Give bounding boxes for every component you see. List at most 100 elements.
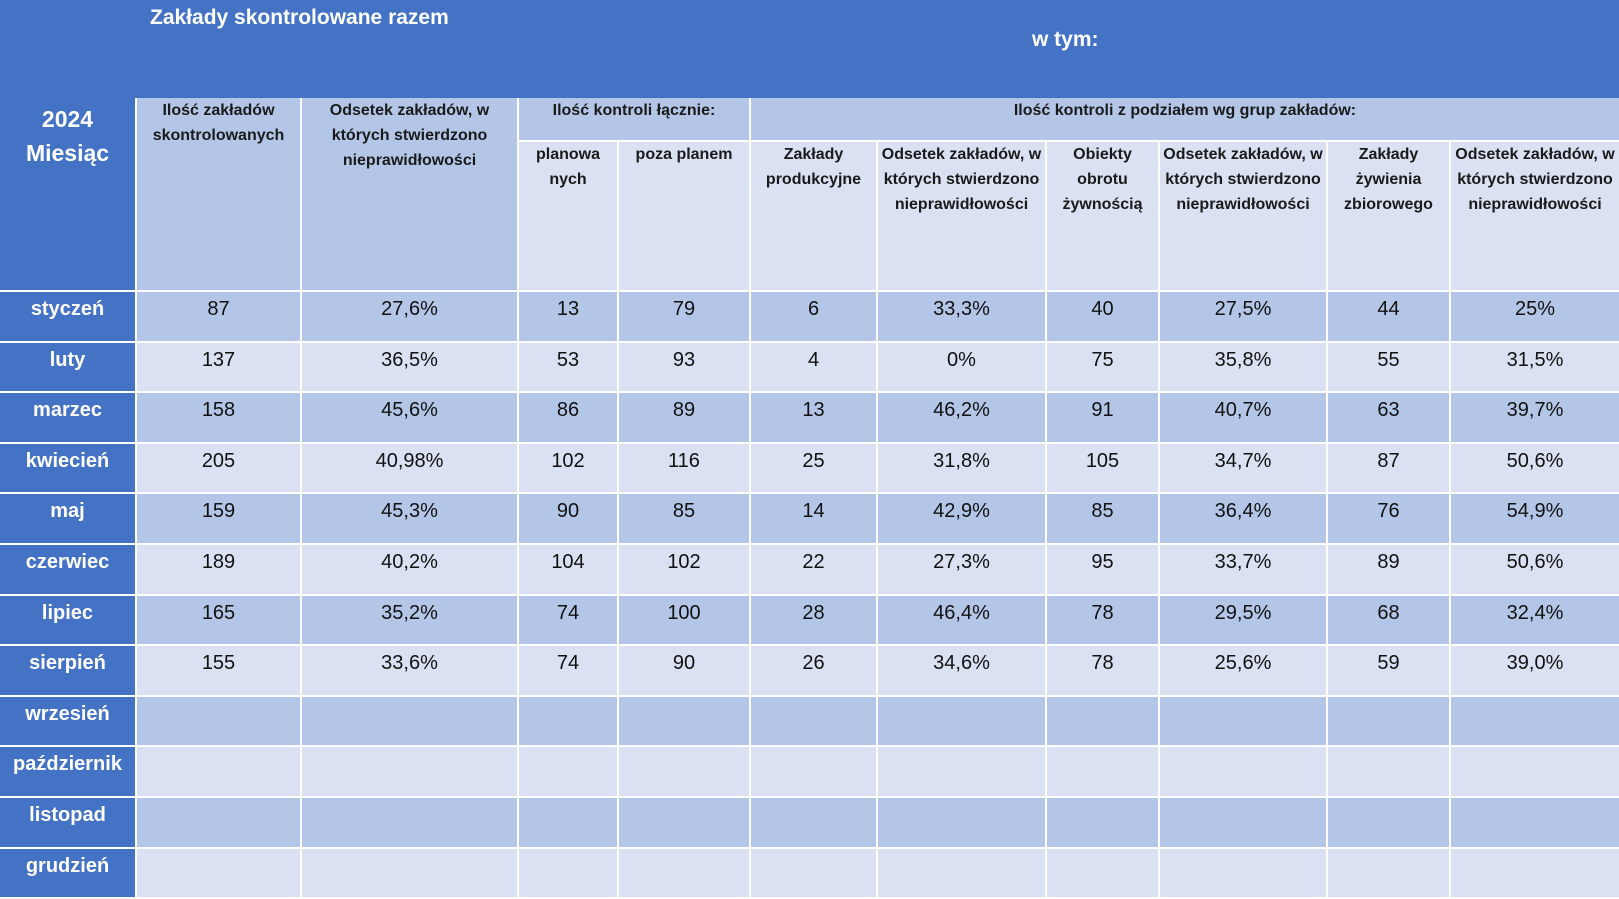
month-cell: sierpień — [0, 646, 137, 697]
table-cell — [1160, 848, 1328, 899]
table-cell: 105 — [1047, 443, 1160, 495]
table-cell: 36,4% — [1160, 494, 1328, 545]
table-cell: 74 — [519, 646, 619, 697]
table-cell — [1160, 747, 1328, 798]
month-cell: lipiec — [0, 595, 137, 647]
table-cell — [751, 747, 878, 798]
table-cell — [1328, 696, 1451, 748]
table-cell: 35,8% — [1160, 342, 1328, 394]
table-cell: 39,0% — [1451, 646, 1619, 697]
table-cell — [137, 797, 302, 849]
table-cell: 89 — [1328, 544, 1451, 596]
table-cell: 27,3% — [878, 544, 1047, 596]
table-cell: 27,6% — [302, 292, 519, 343]
table-cell: 25,6% — [1160, 646, 1328, 697]
month-cell: styczeń — [0, 292, 137, 343]
table-cell: 91 — [1047, 393, 1160, 444]
table-cell: 90 — [519, 494, 619, 545]
month-cell: grudzień — [0, 848, 137, 899]
table-cell: 29,5% — [1160, 595, 1328, 647]
header-count-total: Ilość zakładów skontrolowanych — [137, 98, 302, 292]
month-cell: maj — [0, 494, 137, 545]
table-cell: 205 — [137, 443, 302, 495]
month-cell: wrzesień — [0, 696, 137, 748]
table-subtitle: w tym: — [1032, 28, 1099, 51]
header-pct-total: Odsetek zakładów, w których stwierdzono … — [302, 98, 519, 292]
table-cell: 85 — [1047, 494, 1160, 545]
table-cell — [1451, 747, 1619, 798]
month-cell: kwiecień — [0, 443, 137, 495]
table-cell — [619, 696, 751, 748]
table-cell: 33,3% — [878, 292, 1047, 343]
table-cell: 39,7% — [1451, 393, 1619, 444]
corner-header: 2024 Miesiąc — [0, 98, 137, 292]
table-cell — [519, 848, 619, 899]
table-cell: 63 — [1328, 393, 1451, 444]
header-by-group: Ilość kontroli z podziałem wg grup zakła… — [751, 98, 1619, 142]
header-production: Zakłady produkcyjne — [751, 142, 878, 292]
table-cell: 55 — [1328, 342, 1451, 394]
table-cell: 45,3% — [302, 494, 519, 545]
table-cell — [1047, 848, 1160, 899]
table-cell: 78 — [1047, 646, 1160, 697]
table-cell: 50,6% — [1451, 544, 1619, 596]
table-cell — [137, 848, 302, 899]
table-cell: 159 — [137, 494, 302, 545]
table-cell — [1328, 797, 1451, 849]
table-cell — [1047, 797, 1160, 849]
table-cell — [302, 797, 519, 849]
table-cell — [1451, 797, 1619, 849]
table-cell: 79 — [619, 292, 751, 343]
table-cell — [1047, 696, 1160, 748]
table-cell — [1328, 747, 1451, 798]
table-cell: 102 — [519, 443, 619, 495]
table-cell — [619, 747, 751, 798]
table-cell: 93 — [619, 342, 751, 394]
table-cell: 90 — [619, 646, 751, 697]
table-cell: 26 — [751, 646, 878, 697]
table-cell: 4 — [751, 342, 878, 394]
table-cell — [1451, 696, 1619, 748]
table-cell — [137, 696, 302, 748]
table-cell: 25 — [751, 443, 878, 495]
table-cell: 87 — [1328, 443, 1451, 495]
header-controls-total: Ilość kontroli łącznie: — [519, 98, 751, 142]
table-cell: 155 — [137, 646, 302, 697]
table-cell: 31,5% — [1451, 342, 1619, 394]
table-cell: 68 — [1328, 595, 1451, 647]
table-cell: 100 — [619, 595, 751, 647]
table-cell: 45,6% — [302, 393, 519, 444]
table-cell: 85 — [619, 494, 751, 545]
table-cell: 34,6% — [878, 646, 1047, 697]
table-cell — [302, 848, 519, 899]
year-label: 2024 — [41, 106, 94, 132]
table-cell — [1160, 696, 1328, 748]
header-pct-production: Odsetek zakładów, w których stwierdzono … — [878, 142, 1047, 292]
header-pct-catering: Odsetek zakładów, w których stwierdzono … — [1451, 142, 1619, 292]
header-unplanned: poza planem — [619, 142, 751, 292]
table-cell: 75 — [1047, 342, 1160, 394]
table-cell: 22 — [751, 544, 878, 596]
table-cell: 89 — [619, 393, 751, 444]
table-cell: 54,9% — [1451, 494, 1619, 545]
table-cell — [1451, 848, 1619, 899]
table-cell — [1047, 747, 1160, 798]
table-cell: 32,4% — [1451, 595, 1619, 647]
table-cell: 102 — [619, 544, 751, 596]
table-cell: 40,98% — [302, 443, 519, 495]
table-cell: 27,5% — [1160, 292, 1328, 343]
month-cell: październik — [0, 747, 137, 798]
table-cell — [519, 747, 619, 798]
table-cell: 53 — [519, 342, 619, 394]
table-cell: 59 — [1328, 646, 1451, 697]
table-cell — [751, 696, 878, 748]
table-cell: 137 — [137, 342, 302, 394]
table-cell: 36,5% — [302, 342, 519, 394]
table-cell — [302, 696, 519, 748]
table-cell: 44 — [1328, 292, 1451, 343]
header-pct-trade: Odsetek zakładów, w których stwierdzono … — [1160, 142, 1328, 292]
table-cell: 0% — [878, 342, 1047, 394]
table-cell: 35,2% — [302, 595, 519, 647]
table-cell: 34,7% — [1160, 443, 1328, 495]
